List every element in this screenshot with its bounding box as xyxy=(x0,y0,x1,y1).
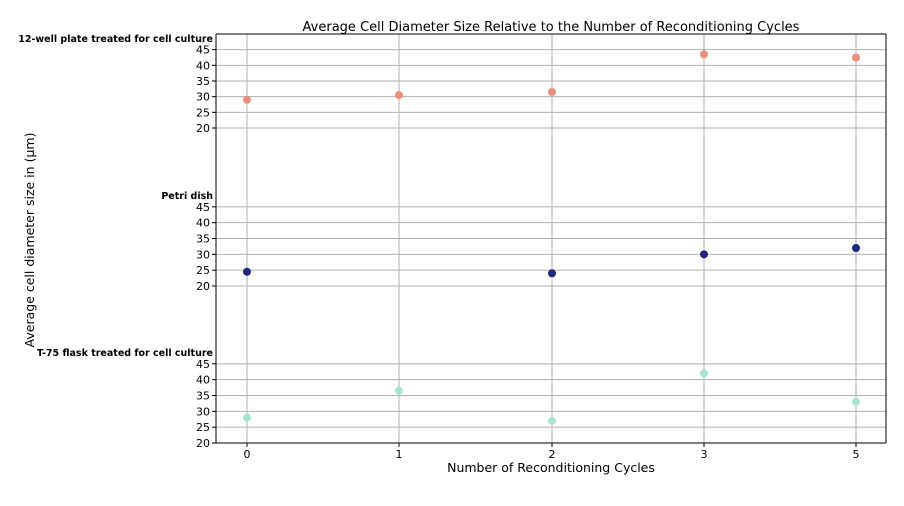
y-tick-label: 30 xyxy=(196,91,210,104)
y-tick-label: 20 xyxy=(196,437,210,450)
data-point xyxy=(700,369,708,378)
panel-label: Petri dish xyxy=(161,191,213,202)
data-point xyxy=(700,250,708,259)
panel-label: T-75 flask treated for cell culture xyxy=(37,348,213,359)
x-tick-label: 0 xyxy=(244,448,251,461)
y-tick-label: 30 xyxy=(196,405,210,418)
data-point xyxy=(243,413,251,422)
y-axis-label: Average cell diameter size in (µm) xyxy=(22,133,37,348)
data-point xyxy=(395,91,403,100)
data-point xyxy=(852,244,860,252)
data-point xyxy=(700,50,708,59)
y-tick-label: 35 xyxy=(196,390,210,403)
data-point xyxy=(852,53,860,62)
data-point xyxy=(548,269,556,278)
x-tick-label: 3 xyxy=(701,448,708,461)
y-tick-label: 40 xyxy=(196,374,210,387)
y-tick-label: 45 xyxy=(196,358,210,371)
chart-title: Average Cell Diameter Size Relative to t… xyxy=(303,20,800,35)
y-tick-label: 25 xyxy=(196,421,210,434)
y-tick-label: 40 xyxy=(196,59,210,72)
x-tick-label: 2 xyxy=(549,448,556,461)
data-point xyxy=(548,87,556,96)
y-tick-label: 25 xyxy=(196,264,210,277)
y-tick-label: 35 xyxy=(196,75,210,88)
x-axis-label: Number of Reconditioning Cycles xyxy=(447,460,655,475)
y-tick-label: 20 xyxy=(196,280,210,293)
x-tick-label: 1 xyxy=(396,448,403,461)
y-tick-label: 35 xyxy=(196,233,210,246)
data-point xyxy=(243,267,251,276)
data-point xyxy=(852,397,860,406)
y-tick-label: 45 xyxy=(196,201,210,214)
y-tick-label: 25 xyxy=(196,106,210,119)
x-tick-label: 5 xyxy=(853,448,860,461)
data-point xyxy=(395,386,403,395)
y-tick-label: 20 xyxy=(196,122,210,135)
panel-label: 12-well plate treated for cell culture xyxy=(18,34,213,45)
data-point xyxy=(243,95,251,104)
y-tick-label: 45 xyxy=(196,44,210,57)
y-tick-label: 30 xyxy=(196,248,210,261)
y-tick-label: 40 xyxy=(196,217,210,230)
data-point xyxy=(548,416,556,425)
